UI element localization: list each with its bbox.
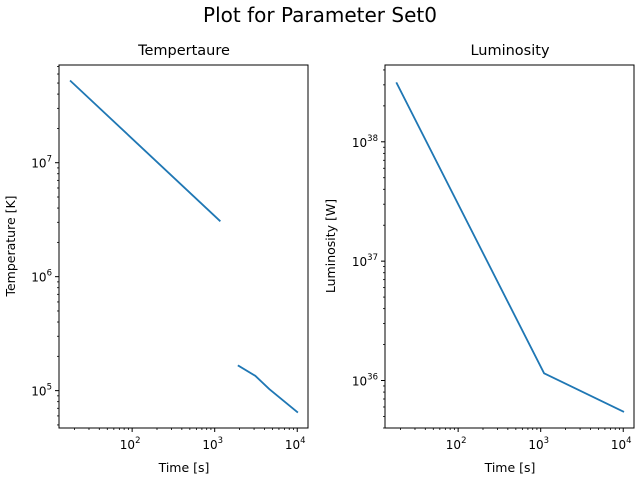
luminosity-x-tick-label: 104 [611,436,632,452]
temperature-y-tick-label: 106 [31,269,52,285]
luminosity-plot-frame [384,64,635,429]
temperature-x-axis-label: Time [s] [158,460,210,475]
luminosity-y-tick-label: 1038 [352,134,378,150]
luminosity-y-axis-label: Luminosity [W] [323,199,338,293]
luminosity-axes-title: Luminosity [470,43,549,59]
temperature-axes: Tempertaure Time [s] Temperature [K] 102… [3,43,309,475]
figure-title: Plot for Parameter Set0 [203,3,437,27]
luminosity-y-tick-label: 1036 [352,373,378,389]
temperature-y-tick-label: 107 [31,155,52,171]
temperature-y-tick-label: 105 [31,383,52,399]
temperature-x-tick-label: 104 [285,436,306,452]
temperature-x-tick-label: 102 [120,436,141,452]
luminosity-x-axis-label: Time [s] [484,460,536,475]
temperature-series-line [69,79,221,222]
luminosity-y-tick-label: 1037 [352,253,378,269]
luminosity-x-tick-label: 102 [446,436,467,452]
temperature-plot-frame [58,64,309,429]
luminosity-x-tick-label: 103 [528,436,549,452]
luminosity-series-line [395,81,625,413]
temperature-y-axis-label: Temperature [K] [3,195,18,297]
temperature-series-line [237,364,299,414]
luminosity-axes: Luminosity Time [s] Luminosity [W] 102 10… [323,43,635,475]
temperature-x-tick-label: 103 [202,436,223,452]
temperature-axes-title: Tempertaure [137,43,230,59]
